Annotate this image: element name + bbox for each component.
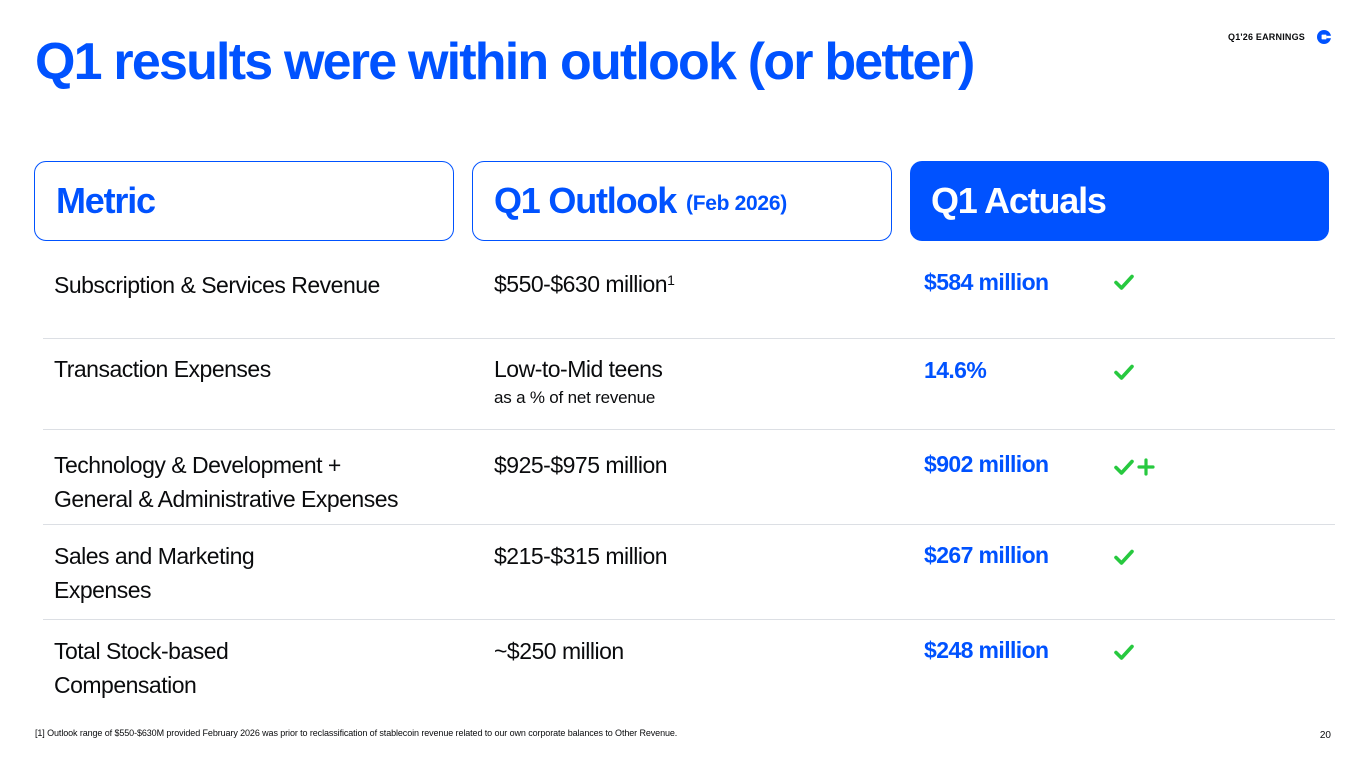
check-icon xyxy=(1114,644,1134,660)
actual-value: $267 million xyxy=(924,542,1049,568)
coinbase-logo-icon xyxy=(1317,30,1331,44)
outlook-cell: ~$250 million xyxy=(494,634,894,668)
column-header-outlook: Q1 Outlook (Feb 2026) xyxy=(472,161,892,241)
metric-label: Transaction Expenses xyxy=(54,356,271,382)
outlook-value: $550-$630 million xyxy=(494,271,668,297)
status-cell xyxy=(1113,635,1135,669)
page-number: 20 xyxy=(1319,730,1331,741)
outlook-value: $215-$315 million xyxy=(494,543,668,569)
header-right: Q1'26 EARNINGS xyxy=(1228,30,1331,44)
actual-value: $584 million xyxy=(924,269,1049,295)
column-header-outlook-label: Q1 Outlook xyxy=(494,180,677,221)
status-cell xyxy=(1113,265,1135,299)
table-row: Sales and Marketing Expenses $215-$315 m… xyxy=(43,525,1335,620)
outlook-value: ~$250 million xyxy=(494,638,624,664)
status-cell xyxy=(1113,450,1155,484)
actual-value: $248 million xyxy=(924,637,1049,663)
column-header-metric: Metric xyxy=(34,161,454,241)
check-icon xyxy=(1114,274,1134,290)
metric-label: Technology & Development + xyxy=(54,452,341,478)
check-icon xyxy=(1114,364,1134,380)
table-row: Total Stock-based Compensation ~$250 mil… xyxy=(43,620,1335,710)
table-row: Transaction Expenses Low-to-Mid teens as… xyxy=(43,339,1335,430)
metric-cell: Total Stock-based Compensation xyxy=(54,634,474,702)
metric-cell: Sales and Marketing Expenses xyxy=(54,539,474,607)
footnote-ref: 1 xyxy=(667,272,675,288)
status-cell xyxy=(1113,540,1135,574)
plus-icon xyxy=(1137,458,1155,476)
outlook-value: $925-$975 million xyxy=(494,452,668,478)
outlook-cell: $215-$315 million xyxy=(494,539,894,573)
outlook-value: Low-to-Mid teens xyxy=(494,356,663,382)
metric-label-line2: Compensation xyxy=(54,672,197,698)
metric-label: Sales and Marketing xyxy=(54,543,255,569)
outlook-cell: $925-$975 million xyxy=(494,448,894,482)
actual-value: $902 million xyxy=(924,451,1049,477)
status-cell xyxy=(1113,355,1135,389)
table-row: Subscription & Services Revenue $550-$63… xyxy=(43,242,1335,339)
check-icon xyxy=(1114,549,1134,565)
column-header-metric-label: Metric xyxy=(56,180,156,221)
actual-value: 14.6% xyxy=(924,357,987,383)
metric-label: Total Stock-based xyxy=(54,638,229,664)
outlook-cell: Low-to-Mid teens as a % of net revenue xyxy=(494,352,894,410)
metric-label-line2: Expenses xyxy=(54,577,152,603)
table-row: Technology & Development + General & Adm… xyxy=(43,430,1335,525)
page-title: Q1 results were within outlook (or bette… xyxy=(35,33,975,91)
metrics-table: Subscription & Services Revenue $550-$63… xyxy=(43,242,1335,710)
metric-label-line2: General & Administrative Expenses xyxy=(54,486,399,512)
column-header-actuals: Q1 Actuals xyxy=(910,161,1329,241)
metric-cell: Transaction Expenses xyxy=(54,352,474,386)
column-header-outlook-sublabel: (Feb 2026) xyxy=(686,192,787,215)
column-header-actuals-label: Q1 Actuals xyxy=(931,180,1107,221)
footnote: [1] Outlook range of $550-$630M provided… xyxy=(35,728,678,738)
outlook-note: as a % of net revenue xyxy=(494,388,656,407)
earnings-label: Q1'26 EARNINGS xyxy=(1228,32,1305,42)
metric-cell: Subscription & Services Revenue xyxy=(54,268,474,302)
metric-cell: Technology & Development + General & Adm… xyxy=(54,448,474,516)
metric-label: Subscription & Services Revenue xyxy=(54,272,380,298)
check-icon xyxy=(1114,459,1134,475)
outlook-cell: $550-$630 million1 xyxy=(494,267,894,301)
